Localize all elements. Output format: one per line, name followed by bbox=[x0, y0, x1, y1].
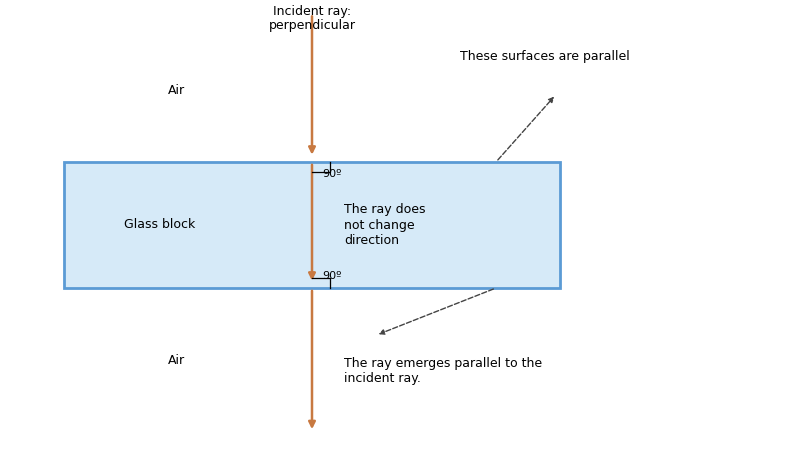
Text: 90º: 90º bbox=[322, 169, 342, 179]
Text: Air: Air bbox=[167, 354, 185, 366]
Text: Incident ray:
perpendicular: Incident ray: perpendicular bbox=[269, 4, 355, 32]
Text: Glass block: Glass block bbox=[124, 219, 196, 231]
Bar bbox=[64, 162, 560, 288]
Text: The ray does
not change
direction: The ray does not change direction bbox=[344, 203, 426, 247]
Text: These surfaces are parallel: These surfaces are parallel bbox=[460, 50, 630, 63]
Text: 90º: 90º bbox=[322, 271, 342, 281]
Text: The ray emerges parallel to the
incident ray.: The ray emerges parallel to the incident… bbox=[344, 357, 542, 385]
Text: Air: Air bbox=[167, 84, 185, 96]
